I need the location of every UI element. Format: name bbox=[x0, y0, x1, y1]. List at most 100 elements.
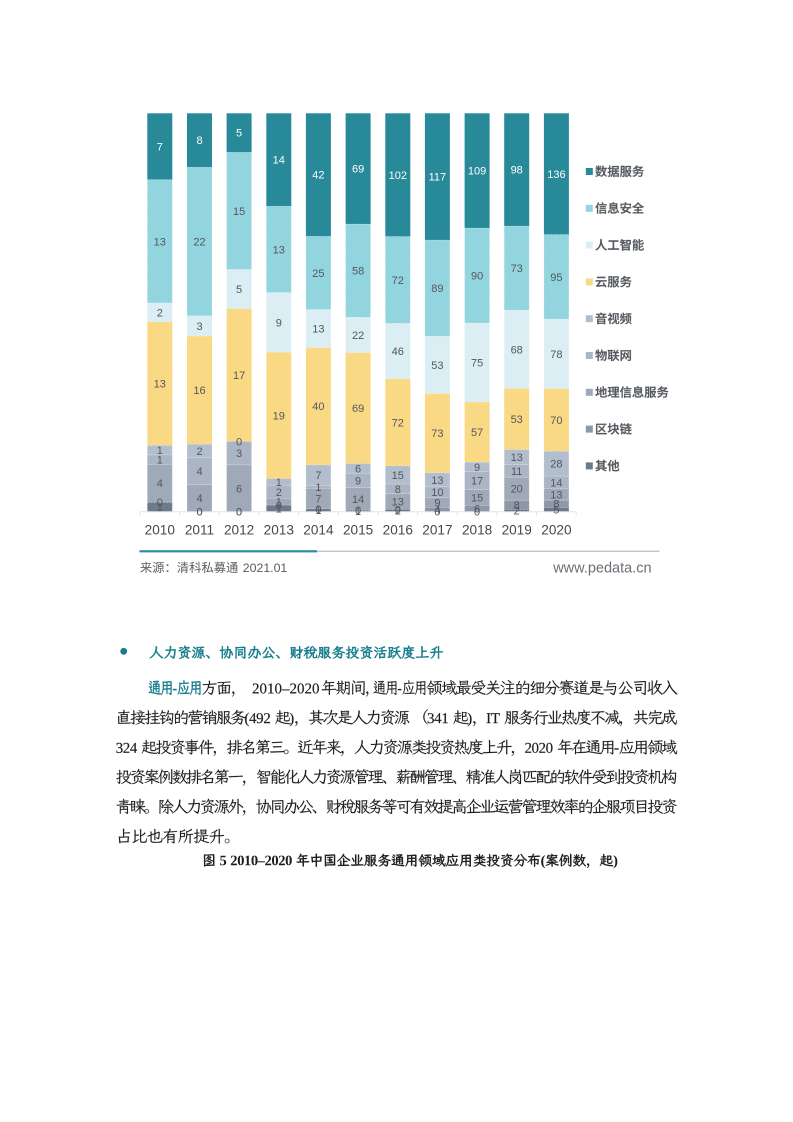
svg-text:28: 28 bbox=[550, 459, 562, 471]
svg-text:4: 4 bbox=[434, 505, 440, 517]
svg-text:1: 1 bbox=[315, 482, 321, 494]
svg-text:68: 68 bbox=[511, 344, 523, 356]
svg-text:9: 9 bbox=[434, 498, 440, 510]
svg-text:1: 1 bbox=[355, 506, 361, 518]
svg-text:13: 13 bbox=[273, 244, 285, 256]
svg-text:6: 6 bbox=[355, 463, 361, 475]
svg-text:5: 5 bbox=[236, 128, 242, 140]
svg-text:25: 25 bbox=[312, 268, 324, 280]
svg-text:1: 1 bbox=[157, 502, 163, 514]
svg-text:72: 72 bbox=[392, 417, 404, 429]
svg-text:0: 0 bbox=[474, 507, 480, 519]
svg-text:73: 73 bbox=[431, 428, 443, 440]
svg-text:7: 7 bbox=[157, 141, 163, 153]
svg-text:0: 0 bbox=[196, 507, 202, 519]
svg-text:2010: 2010 bbox=[145, 523, 176, 538]
svg-text:5: 5 bbox=[553, 505, 559, 517]
svg-text:7: 7 bbox=[315, 494, 321, 506]
svg-text:0: 0 bbox=[276, 500, 282, 512]
svg-text:1: 1 bbox=[276, 477, 282, 489]
svg-text:98: 98 bbox=[511, 165, 523, 177]
svg-text:22: 22 bbox=[193, 237, 205, 249]
svg-text:5: 5 bbox=[236, 284, 242, 296]
svg-text:2017: 2017 bbox=[422, 523, 452, 538]
svg-text:89: 89 bbox=[431, 283, 443, 295]
svg-text:57: 57 bbox=[471, 427, 483, 439]
svg-text:9: 9 bbox=[276, 317, 282, 329]
svg-text:22: 22 bbox=[352, 330, 364, 342]
svg-text:13: 13 bbox=[392, 496, 404, 508]
svg-text:40: 40 bbox=[312, 401, 324, 413]
svg-text:6: 6 bbox=[474, 504, 480, 516]
svg-text:17: 17 bbox=[471, 476, 483, 488]
svg-text:2: 2 bbox=[514, 506, 520, 518]
svg-text:0: 0 bbox=[315, 504, 321, 516]
svg-text:2: 2 bbox=[395, 506, 401, 518]
svg-text:7: 7 bbox=[315, 470, 321, 482]
svg-text:73: 73 bbox=[511, 263, 523, 275]
svg-text:0: 0 bbox=[236, 436, 242, 448]
svg-text:1: 1 bbox=[276, 497, 282, 509]
svg-text:2021.01: 2021.01 bbox=[243, 561, 288, 575]
svg-text:13: 13 bbox=[154, 236, 166, 248]
svg-text:20: 20 bbox=[511, 484, 523, 496]
svg-text:72: 72 bbox=[392, 275, 404, 287]
svg-text:13: 13 bbox=[511, 452, 523, 464]
svg-text:4: 4 bbox=[157, 478, 163, 490]
svg-text:0: 0 bbox=[236, 507, 242, 519]
svg-text:0: 0 bbox=[395, 504, 401, 516]
svg-text:13: 13 bbox=[550, 489, 562, 501]
svg-text:15: 15 bbox=[471, 493, 483, 505]
svg-text:1: 1 bbox=[157, 445, 163, 457]
svg-text:53: 53 bbox=[431, 360, 443, 372]
svg-text:8: 8 bbox=[196, 135, 202, 147]
svg-text:1: 1 bbox=[157, 455, 163, 467]
svg-text:8: 8 bbox=[553, 499, 559, 511]
svg-text:75: 75 bbox=[471, 358, 483, 370]
svg-text:2018: 2018 bbox=[462, 523, 492, 538]
svg-text:2016: 2016 bbox=[383, 523, 413, 538]
svg-text:6: 6 bbox=[236, 483, 242, 495]
svg-text:2015: 2015 bbox=[343, 523, 373, 538]
svg-text:1: 1 bbox=[315, 505, 321, 517]
svg-text:102: 102 bbox=[389, 170, 407, 182]
svg-text:95: 95 bbox=[550, 272, 562, 284]
svg-text:9: 9 bbox=[355, 475, 361, 487]
svg-text:8: 8 bbox=[514, 500, 520, 512]
svg-text:17: 17 bbox=[233, 370, 245, 382]
svg-text:2013: 2013 bbox=[264, 523, 294, 538]
svg-text:42: 42 bbox=[312, 170, 324, 182]
svg-text:13: 13 bbox=[312, 324, 324, 336]
svg-text:2014: 2014 bbox=[303, 523, 334, 538]
svg-text:46: 46 bbox=[392, 346, 404, 358]
svg-text:117: 117 bbox=[429, 172, 447, 184]
svg-text:www.pedata.cn: www.pedata.cn bbox=[552, 561, 651, 577]
svg-text:10: 10 bbox=[431, 487, 443, 499]
svg-text:2012: 2012 bbox=[224, 523, 254, 538]
svg-text:109: 109 bbox=[468, 166, 486, 178]
svg-text:14: 14 bbox=[550, 477, 562, 489]
svg-text:16: 16 bbox=[193, 385, 205, 397]
svg-text:15: 15 bbox=[233, 206, 245, 218]
svg-text:2019: 2019 bbox=[502, 523, 532, 538]
svg-text:4: 4 bbox=[196, 493, 202, 505]
svg-text:13: 13 bbox=[154, 379, 166, 391]
svg-text:3: 3 bbox=[236, 448, 242, 460]
svg-text:8: 8 bbox=[395, 484, 401, 496]
svg-text:19: 19 bbox=[273, 410, 285, 422]
svg-text:2: 2 bbox=[157, 307, 163, 319]
svg-text:15: 15 bbox=[392, 470, 404, 482]
svg-text:0: 0 bbox=[236, 507, 242, 519]
svg-text:14: 14 bbox=[352, 494, 364, 506]
svg-text:53: 53 bbox=[511, 414, 523, 426]
svg-text:0: 0 bbox=[434, 507, 440, 519]
svg-text:4: 4 bbox=[196, 466, 202, 478]
svg-text:0: 0 bbox=[196, 507, 202, 519]
svg-text:3: 3 bbox=[196, 321, 202, 333]
svg-text:78: 78 bbox=[550, 349, 562, 361]
svg-text:1: 1 bbox=[276, 503, 282, 515]
svg-text:2011: 2011 bbox=[185, 523, 214, 538]
svg-text:11: 11 bbox=[511, 466, 522, 478]
svg-text:0: 0 bbox=[157, 497, 163, 509]
svg-text:13: 13 bbox=[431, 475, 443, 487]
